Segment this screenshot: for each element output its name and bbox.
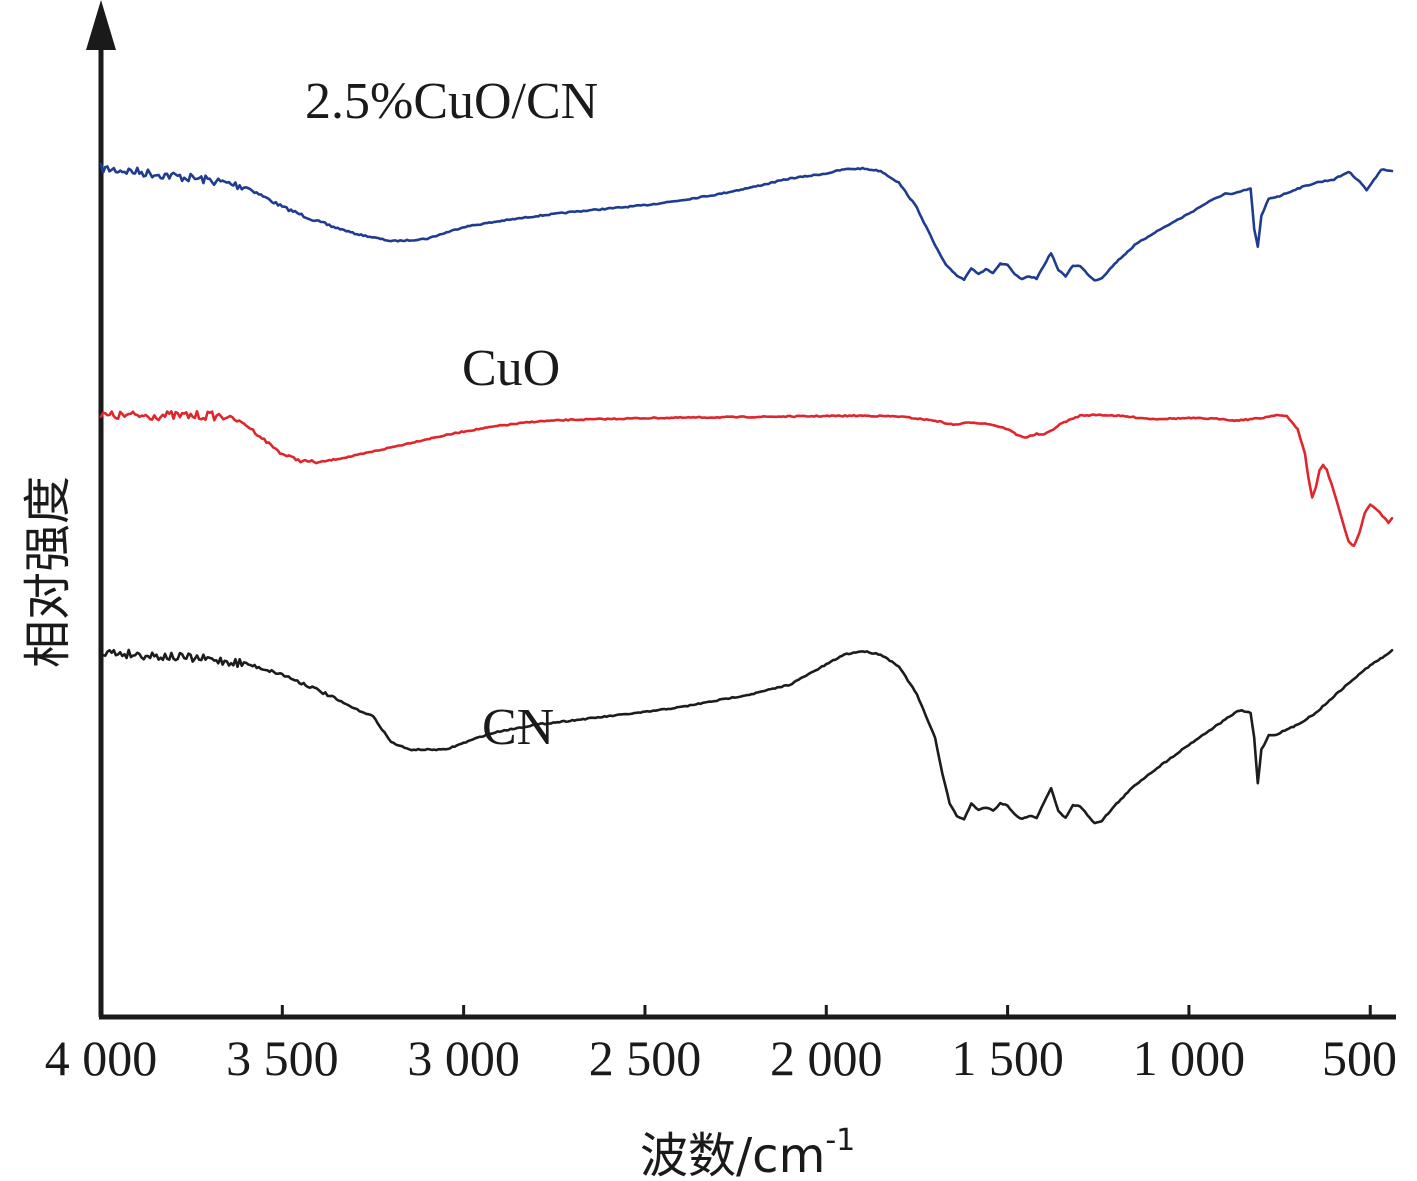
x-axis-title-text: 波数/cm — [640, 1128, 825, 1181]
series-label-cn: CN — [482, 699, 554, 756]
x-tick-label: 2 000 — [770, 1030, 883, 1086]
x-axis-ticks: 4 000 3 500 3 000 2 500 2 000 1 500 1 000 500 — [45, 1005, 1397, 1086]
x-tick-label: 3 000 — [407, 1030, 520, 1086]
x-tick-label: 2 500 — [589, 1030, 702, 1086]
x-tick-label: 1 500 — [951, 1030, 1064, 1086]
x-axis-title-sup: -1 — [825, 1123, 855, 1158]
series-label-2.5cuo-cn: 2.5%CuO/CN — [305, 73, 598, 130]
spectra-series — [99, 162, 1394, 825]
series-label-cuo: CuO — [462, 340, 560, 397]
y-axis-title: 相对强度 — [20, 476, 76, 668]
x-tick-label: 4 000 — [45, 1030, 158, 1086]
x-tick-label: 500 — [1322, 1030, 1397, 1086]
y-axis-arrow-icon — [86, 0, 116, 50]
x-tick-label: 1 000 — [1133, 1030, 1246, 1086]
x-tick-label: 3 500 — [226, 1030, 339, 1086]
series-line-cn — [99, 648, 1394, 825]
series-line-cuo — [99, 409, 1394, 548]
x-axis-title: 波数/cm-1 — [640, 1123, 855, 1181]
series-line-composite — [99, 162, 1394, 282]
